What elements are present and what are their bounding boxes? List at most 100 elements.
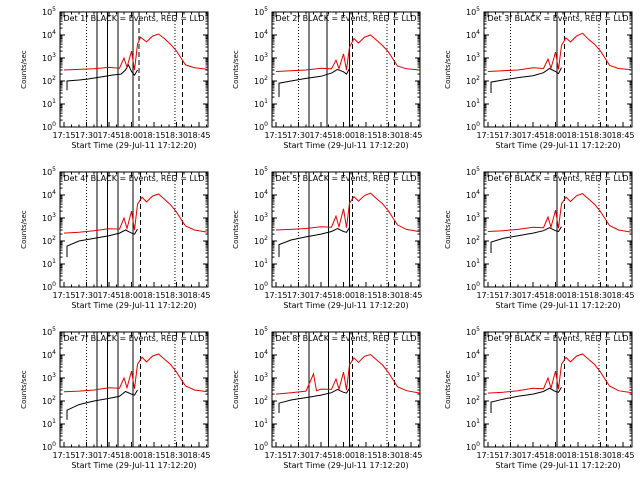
y-tick-exponent: 1	[52, 418, 56, 425]
x-tick-label: 17:45	[97, 131, 120, 140]
x-tick-label: 17:45	[521, 451, 544, 460]
x-tick-label: 18:15	[566, 291, 589, 300]
y-tick-label: 105	[466, 326, 480, 337]
y-tick-label: 103	[254, 52, 268, 63]
y-tick-label: 104	[466, 189, 480, 200]
y-tick-exponent: 2	[476, 75, 480, 82]
y-tick-label: 103	[466, 52, 480, 63]
y-tick-label: 104	[42, 189, 56, 200]
y-axis-title: Counts/sec	[20, 370, 28, 409]
chart-title: Det 6f BLACK = Events, RED = LLD	[487, 174, 628, 183]
y-tick-label: 103	[42, 52, 56, 63]
x-axis-title: Start Time (29-Jul-11 17:12:20)	[71, 301, 196, 310]
x-tick-label: 18:45	[187, 291, 210, 300]
chart-title: Det 4f BLACK = Events, RED = LLD	[63, 174, 204, 183]
y-tick-label: 101	[466, 98, 480, 109]
y-tick-exponent: 5	[264, 166, 268, 173]
y-tick-label: 104	[42, 349, 56, 360]
y-tick-exponent: 2	[476, 235, 480, 242]
y-tick-exponent: 1	[476, 98, 480, 105]
y-tick-label: 103	[254, 372, 268, 383]
y-tick-label: 102	[254, 235, 268, 246]
y-tick-label: 102	[254, 395, 268, 406]
y-tick-exponent: 5	[476, 326, 480, 333]
y-tick-exponent: 4	[476, 189, 480, 196]
events-series-line	[66, 228, 138, 258]
y-tick-label: 100	[466, 441, 480, 452]
y-tick-exponent: 4	[264, 189, 268, 196]
events-series-line	[490, 386, 562, 413]
y-tick-label: 103	[42, 372, 56, 383]
x-tick-label: 17:15	[264, 451, 287, 460]
x-tick-label: 17:30	[499, 451, 522, 460]
y-tick-exponent: 0	[52, 121, 56, 128]
x-tick-label: 17:30	[287, 451, 310, 460]
y-tick-label: 105	[254, 326, 268, 337]
x-axis-title: Start Time (29-Jul-11 17:12:20)	[283, 461, 408, 470]
x-tick-label: 18:00	[332, 291, 355, 300]
y-tick-exponent: 4	[52, 349, 56, 356]
x-tick-label: 17:45	[309, 131, 332, 140]
y-tick-label: 101	[42, 258, 56, 269]
y-tick-label: 104	[254, 349, 268, 360]
y-tick-exponent: 5	[264, 326, 268, 333]
y-tick-exponent: 2	[264, 75, 268, 82]
y-tick-label: 102	[254, 75, 268, 86]
axes-frame	[483, 11, 633, 128]
x-axis-title: Start Time (29-Jul-11 17:12:20)	[71, 141, 196, 150]
lld-series-line	[487, 193, 633, 233]
y-tick-exponent: 3	[476, 52, 480, 59]
x-tick-label: 18:00	[120, 131, 143, 140]
y-tick-exponent: 2	[52, 235, 56, 242]
x-tick-label: 17:30	[75, 131, 98, 140]
y-tick-label: 102	[466, 75, 480, 86]
x-tick-label: 18:30	[589, 131, 612, 140]
y-tick-exponent: 1	[52, 258, 56, 265]
y-tick-exponent: 0	[264, 121, 268, 128]
y-axis-title: Counts/sec	[20, 210, 28, 249]
x-axis-title: Start Time (29-Jul-11 17:12:20)	[71, 461, 196, 470]
x-tick-label: 18:45	[399, 451, 422, 460]
lld-series-line	[275, 34, 421, 72]
y-tick-exponent: 4	[52, 189, 56, 196]
x-tick-label: 18:45	[399, 131, 422, 140]
y-axis-title: Counts/sec	[20, 50, 28, 89]
axes-frame	[59, 11, 209, 128]
y-tick-label: 100	[254, 441, 268, 452]
x-tick-label: 18:30	[377, 131, 400, 140]
x-tick-label: 18:00	[544, 291, 567, 300]
lld-series-line	[487, 32, 633, 72]
axes-frame	[59, 331, 209, 448]
events-series-line	[66, 63, 138, 91]
chart-title: Det 9f BLACK = Events, RED = LLD	[487, 334, 628, 343]
y-tick-exponent: 0	[52, 281, 56, 288]
y-tick-exponent: 3	[264, 52, 268, 59]
y-tick-label: 104	[254, 189, 268, 200]
y-tick-exponent: 5	[52, 6, 56, 13]
axes-frame	[271, 331, 421, 448]
y-tick-exponent: 1	[264, 418, 268, 425]
y-tick-exponent: 5	[52, 166, 56, 173]
y-tick-label: 103	[466, 212, 480, 223]
x-tick-label: 18:30	[589, 451, 612, 460]
x-tick-label: 18:45	[399, 291, 422, 300]
y-tick-exponent: 1	[476, 418, 480, 425]
y-tick-exponent: 4	[264, 349, 268, 356]
y-tick-label: 104	[42, 29, 56, 40]
y-axis-title: Counts/sec	[444, 370, 452, 409]
y-tick-exponent: 5	[52, 326, 56, 333]
y-tick-label: 100	[42, 441, 56, 452]
y-tick-label: 104	[254, 29, 268, 40]
y-tick-exponent: 3	[52, 52, 56, 59]
x-tick-label: 17:15	[52, 451, 75, 460]
y-tick-label: 104	[466, 29, 480, 40]
y-tick-label: 103	[42, 212, 56, 223]
x-tick-label: 17:45	[521, 131, 544, 140]
y-tick-exponent: 3	[264, 372, 268, 379]
y-axis-title: Counts/sec	[444, 210, 452, 249]
